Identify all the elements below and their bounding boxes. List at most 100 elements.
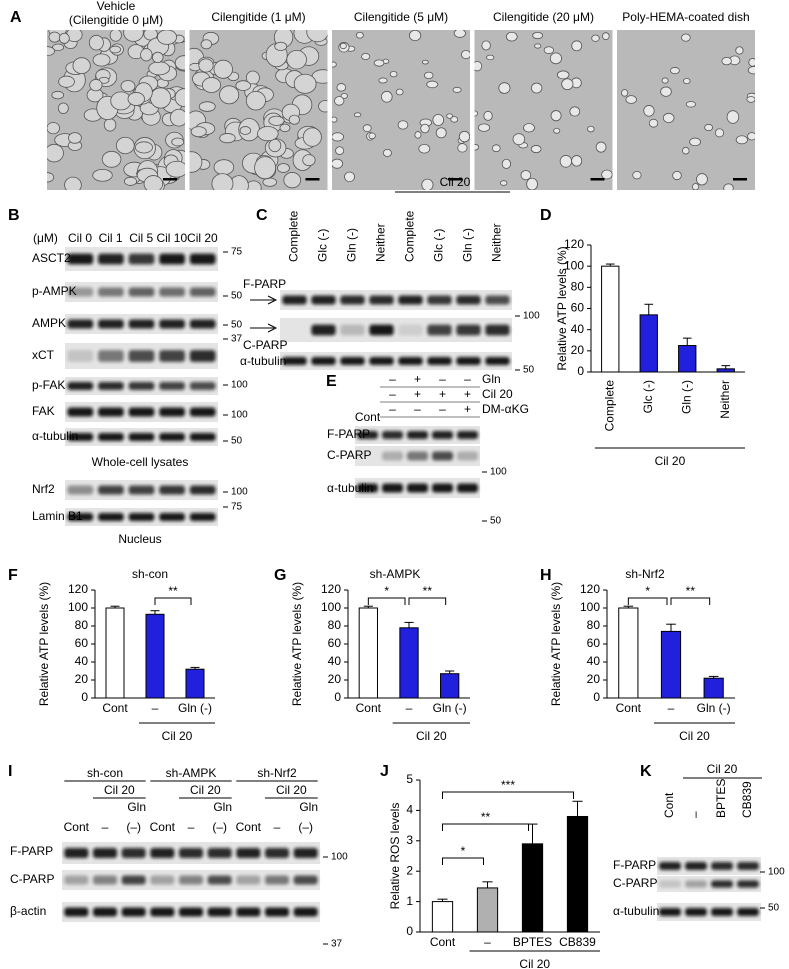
cell [450,116,459,123]
cell [286,49,307,70]
panel-letter: E [326,373,337,390]
row-label: Lamin B1 [32,509,83,523]
sign: + [439,387,446,401]
y-tick-label: 20 [571,343,585,357]
blot-band [382,451,403,461]
lane-label: (–) [212,820,227,834]
blot-band [128,485,155,495]
cell [550,110,562,122]
chart-title: sh-con [132,567,168,581]
blot-band [128,350,155,362]
cell [362,124,372,133]
micrograph [617,30,755,190]
lane-label: Cont [662,792,676,818]
lane-label: Gln (-) [461,228,475,262]
y-tick-label: 80 [328,618,342,632]
cell [268,138,282,153]
cell [435,127,447,139]
cell [409,30,422,42]
blot-band [485,324,510,336]
y-tick-label: 1 [406,894,413,908]
blot-band [98,407,124,417]
y-axis-label: Relative ATP levels (%) [555,246,569,370]
image-label: (Cilengitide 0 μM) [69,13,163,27]
cell [389,70,398,78]
significance-label: *** [501,778,515,792]
cell [534,43,542,49]
blot-band [128,512,155,522]
significance-label: ** [481,810,491,824]
bar [399,627,419,699]
sign: – [414,402,421,416]
blot-band [98,253,124,265]
scale-bar [305,178,320,181]
x-tick-label: Neither [718,380,732,419]
cell [523,123,535,133]
blot-band [67,432,94,442]
blot-band [67,512,94,522]
blot-band [178,907,204,917]
cell [672,170,682,181]
lane-label: Cil 20 [187,231,218,245]
scale-bar [733,178,747,181]
sign: – [439,372,446,386]
cell [499,180,508,186]
blot-band [159,253,185,265]
cell [279,123,291,133]
marker-label: 100 [768,867,785,878]
row-label: α-tubulin [327,481,373,495]
lane-label: (–) [126,820,141,834]
row-label: C-PARP [243,338,287,352]
image-label: Vehicle [97,0,136,13]
image-label: Cilengitide (5 μM) [354,10,448,24]
cell [171,137,185,147]
image-label: Cilengitide (20 μM) [493,10,594,24]
marker-label: 50 [768,903,780,914]
blot-band [311,295,336,305]
scale-bar [590,178,605,181]
cell [123,176,138,186]
cell [747,132,755,141]
sign: – [389,387,396,401]
blot-band [236,848,261,858]
blot-band [427,356,452,366]
marker-label: 50 [523,365,535,376]
cell [726,110,740,124]
blot-band [67,350,94,362]
lane-label: Neither [374,223,388,262]
blot-band [357,483,378,493]
significance-label: ** [686,584,696,598]
cell [189,151,203,173]
blot-band [407,430,428,440]
cell [681,33,691,42]
blot-band [189,407,216,417]
cell [92,53,111,67]
significance-label: * [384,584,389,598]
bar [660,630,682,699]
blot-band [282,295,307,305]
row-label: xCT [32,348,55,362]
cell [549,52,562,65]
cell [58,32,70,44]
lane-label: Cil 5 [129,231,153,245]
cell [239,126,252,135]
marker-label: 100 [231,487,248,498]
row-label: C-PARP [10,872,54,886]
cell [148,61,171,76]
y-tick-label: 100 [564,258,584,272]
cell [660,86,672,97]
blot-band [128,253,155,265]
lane-label: – [188,820,195,834]
panel-letter: J [380,763,389,780]
marker-label: 37 [231,334,243,345]
cell [452,86,462,93]
blot-strip [280,352,512,370]
blot-band [407,451,428,461]
blot-band [98,350,124,362]
x-tick-label: – [484,935,491,949]
cell [501,158,512,169]
cell [306,30,328,43]
blot-band [456,356,481,366]
significance-bracket [154,597,192,605]
cell [569,106,581,117]
